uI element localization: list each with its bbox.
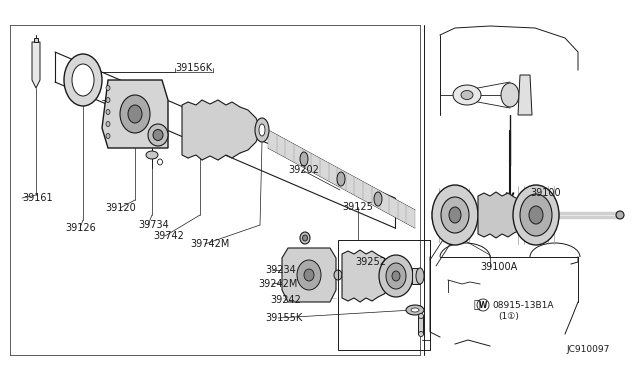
- Ellipse shape: [432, 185, 478, 245]
- Text: 39126: 39126: [65, 223, 96, 233]
- Text: 39242M: 39242M: [258, 279, 298, 289]
- Ellipse shape: [120, 95, 150, 133]
- Ellipse shape: [297, 260, 321, 290]
- Ellipse shape: [72, 64, 94, 96]
- Polygon shape: [478, 192, 526, 238]
- Ellipse shape: [616, 211, 624, 219]
- Ellipse shape: [64, 54, 102, 106]
- Ellipse shape: [337, 172, 345, 186]
- Polygon shape: [102, 80, 168, 148]
- Polygon shape: [32, 42, 40, 88]
- Ellipse shape: [529, 206, 543, 224]
- Text: 39156K: 39156K: [175, 63, 212, 73]
- Ellipse shape: [411, 308, 419, 312]
- Ellipse shape: [386, 263, 406, 289]
- Polygon shape: [34, 38, 38, 42]
- Text: W: W: [479, 301, 487, 310]
- Bar: [338, 240, 430, 350]
- Polygon shape: [412, 268, 420, 284]
- Text: 39100: 39100: [530, 188, 561, 198]
- Text: 39242: 39242: [270, 295, 301, 305]
- Ellipse shape: [453, 85, 481, 105]
- Ellipse shape: [520, 194, 552, 236]
- Ellipse shape: [128, 105, 142, 123]
- Ellipse shape: [106, 134, 110, 138]
- Ellipse shape: [106, 86, 110, 90]
- Ellipse shape: [392, 271, 400, 281]
- Ellipse shape: [449, 207, 461, 223]
- Ellipse shape: [441, 197, 469, 233]
- Ellipse shape: [513, 185, 559, 245]
- Text: 39734: 39734: [138, 220, 169, 230]
- Polygon shape: [342, 250, 390, 302]
- Ellipse shape: [379, 255, 413, 297]
- Ellipse shape: [419, 331, 424, 337]
- Ellipse shape: [303, 235, 307, 241]
- Ellipse shape: [106, 109, 110, 115]
- Text: 39100A: 39100A: [480, 262, 517, 272]
- Ellipse shape: [255, 118, 269, 142]
- Ellipse shape: [334, 270, 342, 280]
- Text: 39252: 39252: [355, 257, 386, 267]
- Text: 39161: 39161: [22, 193, 52, 203]
- Ellipse shape: [406, 305, 424, 315]
- Ellipse shape: [106, 122, 110, 126]
- Ellipse shape: [304, 269, 314, 281]
- Ellipse shape: [148, 124, 168, 146]
- Ellipse shape: [461, 90, 473, 99]
- Ellipse shape: [106, 97, 110, 103]
- Ellipse shape: [146, 151, 158, 159]
- Polygon shape: [518, 75, 532, 115]
- Text: 39742: 39742: [153, 231, 184, 241]
- Text: 39120: 39120: [105, 203, 136, 213]
- Bar: [418, 316, 423, 334]
- Ellipse shape: [416, 268, 424, 284]
- Text: 39202: 39202: [288, 165, 319, 175]
- Ellipse shape: [300, 232, 310, 244]
- Ellipse shape: [300, 152, 308, 166]
- Text: 39742M: 39742M: [190, 239, 229, 249]
- Text: 39155K: 39155K: [265, 313, 302, 323]
- Text: JC910097: JC910097: [566, 346, 609, 355]
- Text: 08915-13B1A: 08915-13B1A: [492, 301, 554, 310]
- Text: 39125: 39125: [342, 202, 373, 212]
- Text: 39234: 39234: [265, 265, 296, 275]
- Polygon shape: [282, 248, 336, 302]
- Text: (1①): (1①): [498, 311, 519, 321]
- Polygon shape: [182, 100, 260, 160]
- Polygon shape: [268, 130, 415, 228]
- Text: Ⓦ: Ⓦ: [474, 300, 481, 310]
- Ellipse shape: [153, 129, 163, 141]
- Ellipse shape: [374, 192, 382, 206]
- Ellipse shape: [419, 314, 424, 318]
- Ellipse shape: [501, 83, 519, 107]
- Ellipse shape: [259, 124, 265, 136]
